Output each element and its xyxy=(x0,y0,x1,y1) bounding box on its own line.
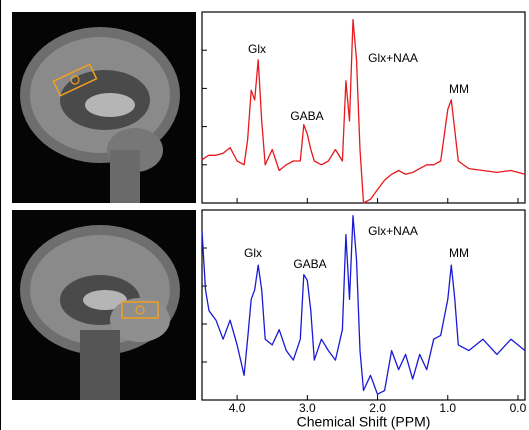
peak-label: MM xyxy=(449,246,469,260)
peak-label: Glx xyxy=(248,42,266,56)
peak-label: Glx+NAA xyxy=(368,51,418,65)
x-axis-title: Chemical Shift (PPM) xyxy=(297,414,431,430)
peak-label: GABA xyxy=(293,257,326,271)
x-tick-label: 0.0 xyxy=(510,401,527,415)
peak-label: Glx+NAA xyxy=(368,224,418,238)
peak-label: GABA xyxy=(290,109,323,123)
peak-label: MM xyxy=(449,82,469,96)
mri-image-top xyxy=(12,12,196,203)
mri-image-bottom xyxy=(12,210,196,400)
figure: GlxGABAGlx+NAAMM4.03.02.01.00.0GlxGABAGl… xyxy=(0,0,529,430)
peak-label: Glx xyxy=(244,246,262,260)
x-tick-label: 1.0 xyxy=(439,401,456,415)
x-tick-label: 4.0 xyxy=(229,401,246,415)
